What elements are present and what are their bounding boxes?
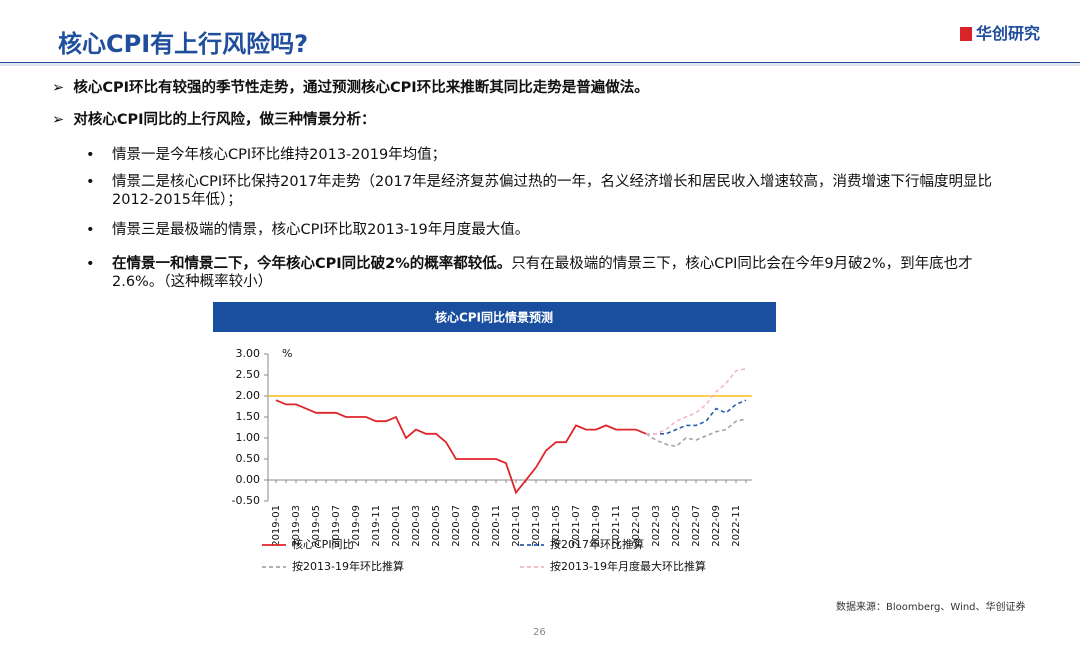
logo: 华创研究 bbox=[959, 20, 1040, 44]
x-tick-label: 2022-01 bbox=[631, 505, 642, 547]
y-tick-label: 3.00 bbox=[236, 347, 261, 360]
x-tick-label: 2020-05 bbox=[431, 505, 442, 547]
x-tick-label: 2020-09 bbox=[471, 505, 482, 547]
x-tick-label: 2021-09 bbox=[591, 505, 602, 547]
slide-title: 核心CPI有上行风险吗? bbox=[58, 30, 309, 58]
y-tick-label: 1.50 bbox=[236, 410, 261, 423]
x-tick-label: 2022-09 bbox=[711, 505, 722, 547]
y-tick-label: 0.00 bbox=[236, 473, 261, 486]
bullet-text: 只有在最极端的情景三下，核心CPI同比会在今年9月破2%，到年底也才2.6%。（… bbox=[112, 256, 973, 290]
y-tick-label: 1.00 bbox=[236, 431, 261, 444]
x-tick-label: 2021-05 bbox=[551, 505, 562, 547]
y-unit: % bbox=[282, 347, 292, 360]
chart-banner bbox=[213, 302, 776, 332]
x-tick-label: 2019-11 bbox=[371, 505, 382, 547]
x-tick-label: 2019-05 bbox=[311, 505, 322, 547]
y-tick-label: -0.50 bbox=[232, 494, 260, 507]
legend-label: 按2017年环比推算 bbox=[550, 537, 644, 551]
section-text: 核心CPI环比有较强的季节性走势，通过预测核心CPI环比来推断其同比走势是普遍做… bbox=[73, 80, 649, 96]
x-tick-label: 2022-07 bbox=[691, 505, 702, 547]
x-tick-label: 2022-05 bbox=[671, 505, 682, 547]
x-tick-label: 2021-01 bbox=[511, 505, 522, 547]
page-number: 26 bbox=[533, 627, 546, 638]
section-text: 对核心CPI同比的上行风险，做三种情景分析： bbox=[73, 112, 376, 128]
legend-label: 按2013-19年环比推算 bbox=[292, 559, 404, 573]
x-tick-label: 2021-03 bbox=[531, 505, 542, 547]
section: ➢ 核心CPI环比有较强的季节性走势，通过预测核心CPI环比来推断其同比走势是普… bbox=[52, 80, 649, 96]
x-tick-label: 2019-01 bbox=[271, 505, 282, 547]
x-tick-label: 2022-11 bbox=[731, 505, 742, 547]
bullet-text: 情景二是核心CPI环比保持2017年走势（2017年是经济复苏偏过热的一年，名义… bbox=[112, 174, 992, 208]
series-line bbox=[645, 418, 747, 448]
x-tick-label: 2022-03 bbox=[651, 505, 662, 547]
bullet-text: 情景三是最极端的情景，核心CPI环比取2013-19年月度最大值。 bbox=[112, 222, 530, 238]
series-line bbox=[646, 399, 747, 435]
legend-label: 按2013-19年月度最大环比推算 bbox=[550, 559, 706, 573]
section: ➢ 对核心CPI同比的上行风险，做三种情景分析： bbox=[52, 112, 376, 128]
source: 数据来源：Bloomberg、Wind、华创证券 bbox=[836, 602, 1026, 613]
x-tick-label: 2020-01 bbox=[391, 505, 402, 547]
chart-title: 核心CPI同比情景预测 bbox=[435, 310, 553, 325]
x-tick-label: 2020-03 bbox=[411, 505, 422, 547]
series-line bbox=[275, 399, 647, 495]
y-tick-label: 0.50 bbox=[236, 452, 261, 465]
x-tick-label: 2019-03 bbox=[291, 505, 302, 547]
series-line bbox=[646, 367, 747, 435]
logo-text: 华创研究 bbox=[975, 24, 1040, 43]
bullet-bold: 在情景一和情景二下，今年核心CPI同比破2%的概率都较低。 bbox=[112, 256, 512, 272]
y-tick-label: 2.00 bbox=[236, 389, 261, 402]
legend-label: 核心CPI同比 bbox=[292, 537, 354, 551]
header-rule bbox=[0, 62, 1080, 66]
y-tick-label: 2.50 bbox=[236, 368, 261, 381]
x-tick-label: 2019-07 bbox=[331, 505, 342, 547]
x-tick-label: 2021-07 bbox=[571, 505, 582, 547]
x-tick-label: 2019-09 bbox=[351, 505, 362, 547]
bullet-text: 情景一是今年核心CPI环比维持2013-2019年均值； bbox=[112, 147, 447, 163]
x-tick-label: 2021-11 bbox=[611, 505, 622, 547]
x-tick-label: 2020-11 bbox=[491, 505, 502, 547]
x-tick-label: 2020-07 bbox=[451, 505, 462, 547]
